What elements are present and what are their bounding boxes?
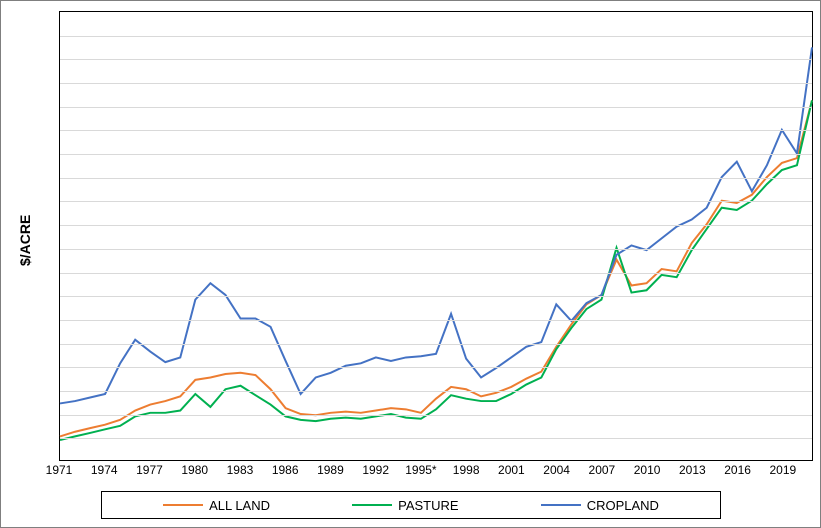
legend-item-cropland: CROPLAND [541, 498, 659, 513]
series-all-land [60, 100, 812, 436]
x-tick-label: 2013 [679, 463, 706, 477]
legend-label: PASTURE [398, 498, 458, 513]
legend-label: ALL LAND [209, 498, 270, 513]
x-tick-label: 1998 [453, 463, 480, 477]
x-tick-label: 1974 [91, 463, 118, 477]
x-tick-label: 1986 [272, 463, 299, 477]
x-tick-label: 1989 [317, 463, 344, 477]
x-tick-label: 1977 [136, 463, 163, 477]
x-tick-label: 1995* [405, 463, 436, 477]
legend: ALL LAND PASTURE CROPLAND [101, 491, 721, 519]
x-tick-label: 1971 [46, 463, 73, 477]
chart-container: { "chart": { "type": "line", "width": 82… [0, 0, 821, 528]
x-tick-label: 2016 [724, 463, 751, 477]
plot-area [59, 11, 813, 461]
x-tick-label: 1980 [181, 463, 208, 477]
legend-item-all-land: ALL LAND [163, 498, 270, 513]
line-series-layer [60, 12, 812, 460]
legend-label: CROPLAND [587, 498, 659, 513]
x-tick-label: 2007 [589, 463, 616, 477]
legend-swatch [541, 504, 581, 506]
x-tick-label: 2001 [498, 463, 525, 477]
legend-item-pasture: PASTURE [352, 498, 458, 513]
y-axis-label: $/ACRE [17, 215, 33, 266]
legend-swatch [352, 504, 392, 506]
x-tick-label: 2019 [769, 463, 796, 477]
series-pasture [60, 100, 812, 440]
legend-swatch [163, 504, 203, 506]
x-tick-label: 1983 [227, 463, 254, 477]
x-tick-label: 2004 [543, 463, 570, 477]
x-tick-label: 2010 [634, 463, 661, 477]
x-tick-label: 1992 [362, 463, 389, 477]
